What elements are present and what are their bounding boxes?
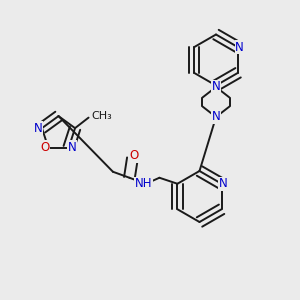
Text: N: N <box>68 141 77 154</box>
Text: N: N <box>212 110 220 124</box>
Text: O: O <box>40 141 49 154</box>
Text: N: N <box>219 177 227 190</box>
Text: O: O <box>129 149 139 162</box>
Text: CH₃: CH₃ <box>91 111 112 121</box>
Text: NH: NH <box>135 177 152 190</box>
Text: N: N <box>34 122 43 135</box>
Text: N: N <box>235 41 244 54</box>
Text: N: N <box>212 80 220 94</box>
